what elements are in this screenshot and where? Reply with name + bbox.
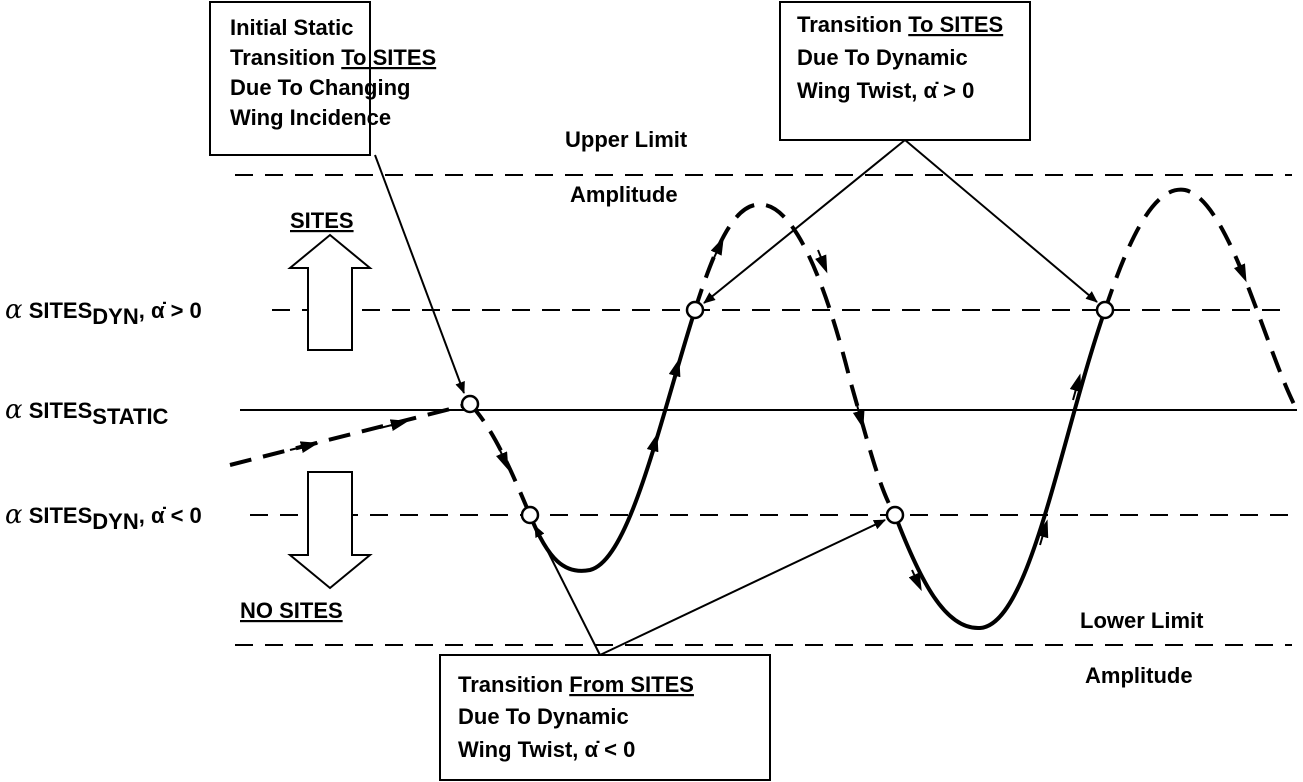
box-line: Transition To SITES: [230, 45, 436, 70]
box-line: Due To Dynamic: [458, 704, 629, 729]
level-label: α SITESDYN, α̇ > 0: [5, 295, 202, 329]
pointer: [374, 154, 465, 394]
transition-point: [885, 505, 905, 525]
limit-label: Upper Limit: [565, 127, 688, 152]
region-label: NO SITES: [240, 598, 343, 623]
box-line: Due To Changing: [230, 75, 410, 100]
region-label: SITES: [290, 208, 354, 233]
sites-arrow: [287, 233, 373, 351]
limit-label: Lower Limit: [1080, 608, 1204, 633]
annotation-box: [439, 654, 771, 781]
transition-point: [520, 505, 540, 525]
transition-point: [1095, 300, 1115, 320]
no-sites-arrow: [287, 471, 373, 590]
trajectory-solid: [528, 309, 697, 573]
trajectory-solid: [893, 309, 1107, 631]
transition-point: [685, 300, 705, 320]
curve-arrowheads: [496, 236, 1247, 592]
trajectory-dashed: [693, 202, 897, 517]
box-line: Initial Static: [230, 15, 353, 40]
box-line: Wing Twist, α̇ > 0: [797, 78, 974, 103]
trajectory-dashed: [468, 402, 532, 516]
pointer: [904, 139, 1098, 303]
trajectory-dashed: [1103, 187, 1299, 411]
level-label: α SITESSTATIC: [5, 395, 169, 429]
level-label: α SITESDYN, α̇ < 0: [5, 500, 202, 534]
curve-arrowhead: [379, 419, 409, 432]
curve-arrowhead: [289, 441, 319, 454]
annotation-box: [779, 1, 1031, 141]
transition-point: [460, 394, 480, 414]
box-line: Wing Incidence: [230, 105, 391, 130]
box-line: Wing Twist, α̇ < 0: [458, 737, 635, 762]
box-line: Due To Dynamic: [797, 45, 968, 70]
limit-label: Amplitude: [570, 182, 678, 207]
pointer: [703, 139, 906, 304]
annotation-box: [209, 1, 371, 156]
box-line: Transition From SITES: [458, 672, 694, 697]
trajectory-in: [229, 402, 471, 467]
pointer: [599, 519, 886, 656]
pointer: [534, 525, 601, 656]
box-line: Transition To SITES: [797, 12, 1003, 37]
limit-label: Amplitude: [1085, 663, 1193, 688]
